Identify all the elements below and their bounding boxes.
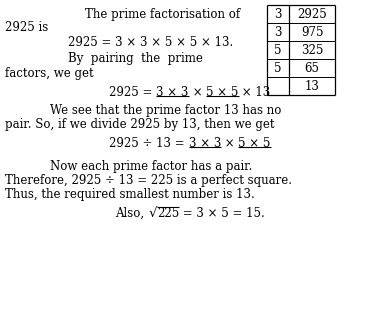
Text: = 3 × 5 = 15.: = 3 × 5 = 15. — [179, 207, 265, 220]
Text: 5: 5 — [274, 61, 282, 74]
Text: ×: × — [221, 137, 238, 150]
Text: ×: × — [189, 86, 206, 99]
Text: 5 × 5: 5 × 5 — [206, 86, 239, 99]
Text: 2925 ÷ 13 =: 2925 ÷ 13 = — [109, 137, 188, 150]
Text: 5 × 5: 5 × 5 — [238, 137, 271, 150]
Text: × 13: × 13 — [239, 86, 271, 99]
Text: √: √ — [148, 207, 157, 220]
Text: Thus, the required smallest number is 13.: Thus, the required smallest number is 13… — [5, 188, 255, 201]
Text: 5: 5 — [274, 44, 282, 57]
Text: 13: 13 — [304, 80, 320, 93]
Text: 2925 =: 2925 = — [109, 86, 157, 99]
Text: Also,: Also, — [115, 207, 148, 220]
Text: By  pairing  the  prime: By pairing the prime — [68, 52, 203, 65]
Text: 2925: 2925 — [297, 8, 327, 20]
Text: 3: 3 — [274, 25, 282, 38]
Text: 225: 225 — [157, 207, 179, 220]
Text: 3: 3 — [274, 8, 282, 20]
Text: 975: 975 — [301, 25, 323, 38]
Text: 2925 is: 2925 is — [5, 21, 48, 34]
Text: 325: 325 — [301, 44, 323, 57]
Text: Now each prime factor has a pair.: Now each prime factor has a pair. — [50, 160, 252, 173]
Text: 65: 65 — [304, 61, 320, 74]
Text: 3 × 3: 3 × 3 — [157, 86, 189, 99]
Text: 3 × 3: 3 × 3 — [188, 137, 221, 150]
Text: pair. So, if we divide 2925 by 13, then we get: pair. So, if we divide 2925 by 13, then … — [5, 118, 274, 131]
Text: factors, we get: factors, we get — [5, 67, 93, 80]
Text: We see that the prime factor 13 has no: We see that the prime factor 13 has no — [50, 104, 281, 117]
Text: Therefore, 2925 ÷ 13 = 225 is a perfect square.: Therefore, 2925 ÷ 13 = 225 is a perfect … — [5, 174, 292, 187]
Text: The prime factorisation of: The prime factorisation of — [85, 8, 240, 21]
Text: 2925 = 3 × 3 × 5 × 5 × 13.: 2925 = 3 × 3 × 5 × 5 × 13. — [68, 36, 233, 49]
